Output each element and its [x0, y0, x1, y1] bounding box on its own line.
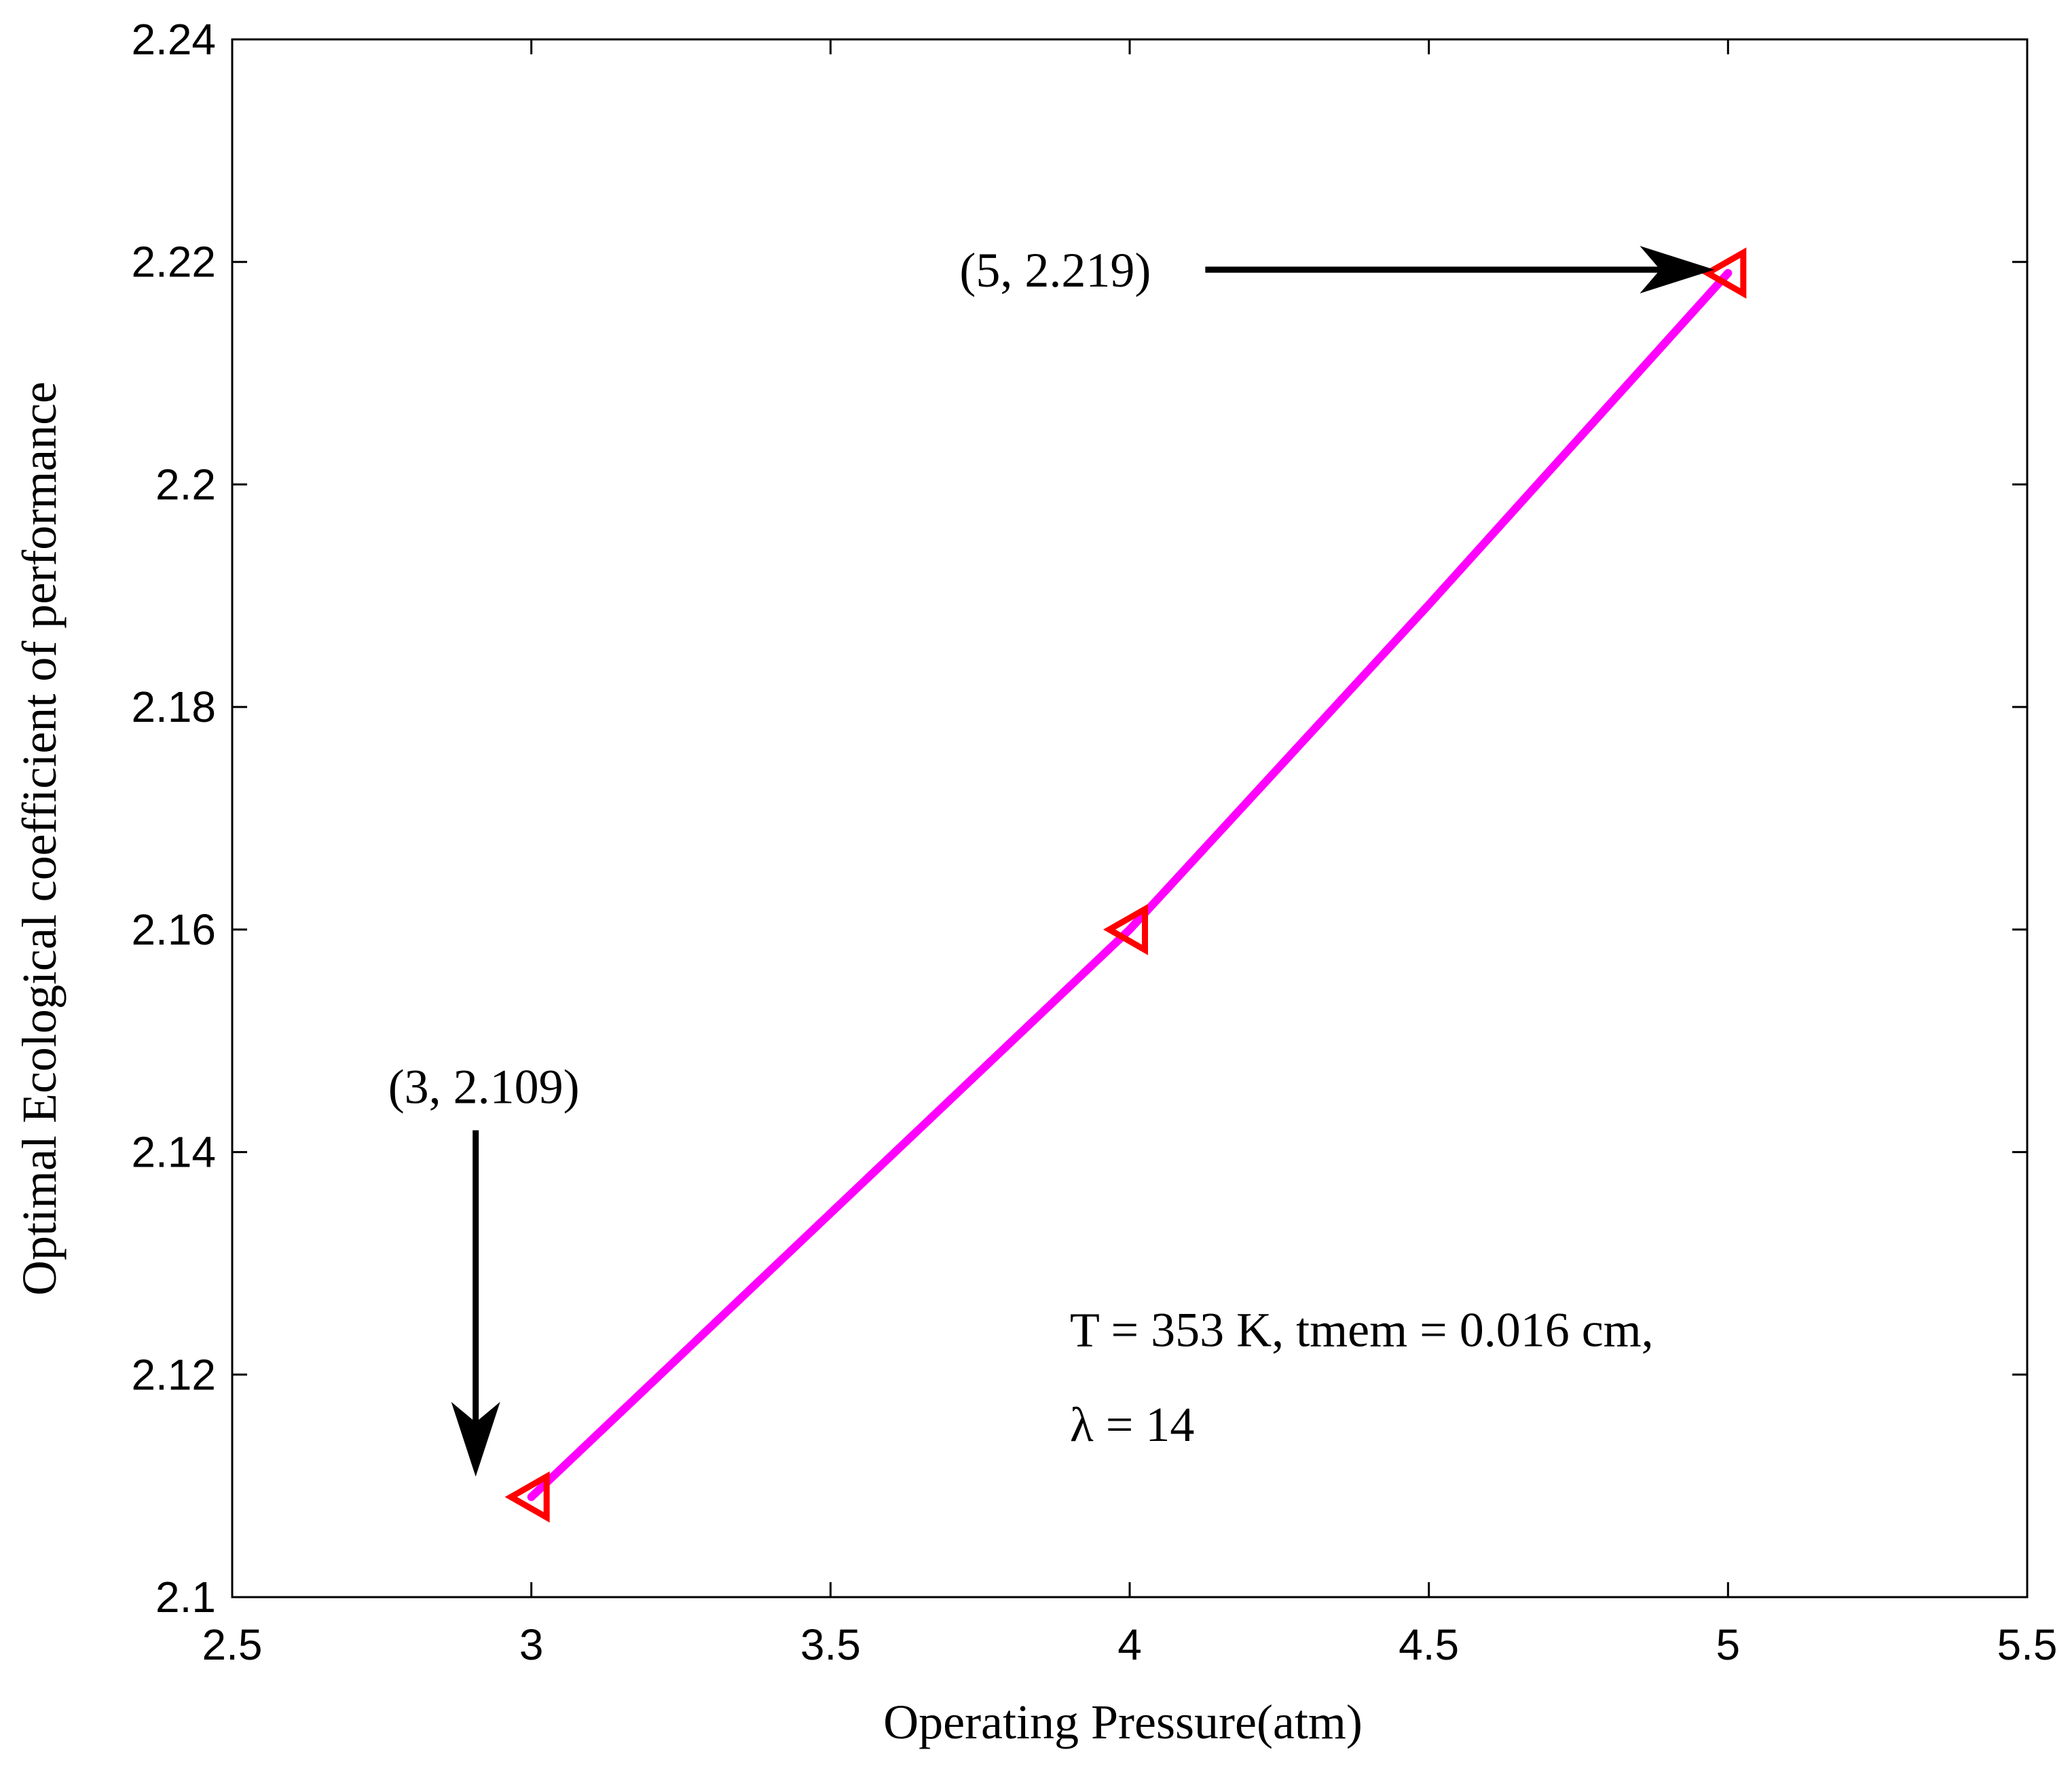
y-tick-label: 2.24: [131, 15, 216, 64]
annotation-low-label: (3, 2.109): [388, 1060, 580, 1114]
params-text-line-1: T = 353 K, tmem = 0.016 cm,: [1070, 1303, 1654, 1357]
y-tick-label: 2.2: [155, 460, 216, 509]
y-tick-label: 2.12: [131, 1350, 216, 1399]
tick-labels: 2.5 3 3.5 4 4.5 5 5.5 2.1 2.12 2.14 2.16 2.18 2.2 2.2…: [131, 15, 2057, 1669]
x-tick-label: 3.5: [800, 1620, 861, 1669]
arrow-head: [1640, 246, 1715, 294]
annotation-high-label: (5, 2.219): [959, 243, 1151, 297]
annotation-low-arrow: [451, 1130, 500, 1477]
plot-frame: [231, 38, 2029, 1598]
marker-triangle: [1103, 904, 1148, 955]
marker-triangle: [504, 1471, 550, 1523]
marker-layer: [504, 247, 1747, 1523]
x-axis-title: Operating Pressure(atm): [883, 1695, 1363, 1749]
x-tick-label: 4: [1117, 1620, 1142, 1669]
y-tick-label: 2.16: [131, 905, 216, 954]
marker-triangle: [1701, 247, 1747, 299]
y-tick-label: 2.14: [131, 1128, 216, 1177]
x-tick-label: 5.5: [1997, 1620, 2058, 1669]
y-tick-label: 2.22: [131, 238, 216, 287]
y-axis-title: Optimal Ecological coefficient of perfor…: [12, 382, 67, 1296]
x-tick-label: 4.5: [1399, 1620, 1459, 1669]
annotation-high-arrow: [1205, 246, 1715, 294]
y-tick-label: 2.1: [155, 1573, 216, 1622]
y-tick-label: 2.18: [131, 682, 216, 731]
series-layer: [527, 269, 1733, 1501]
x-tick-label: 3: [519, 1620, 544, 1669]
x-tick-label: 5: [1716, 1620, 1741, 1669]
params-text-line-2: λ = 14: [1070, 1397, 1195, 1452]
arrow-head: [451, 1402, 500, 1477]
x-tick-label: 2.5: [202, 1620, 263, 1669]
